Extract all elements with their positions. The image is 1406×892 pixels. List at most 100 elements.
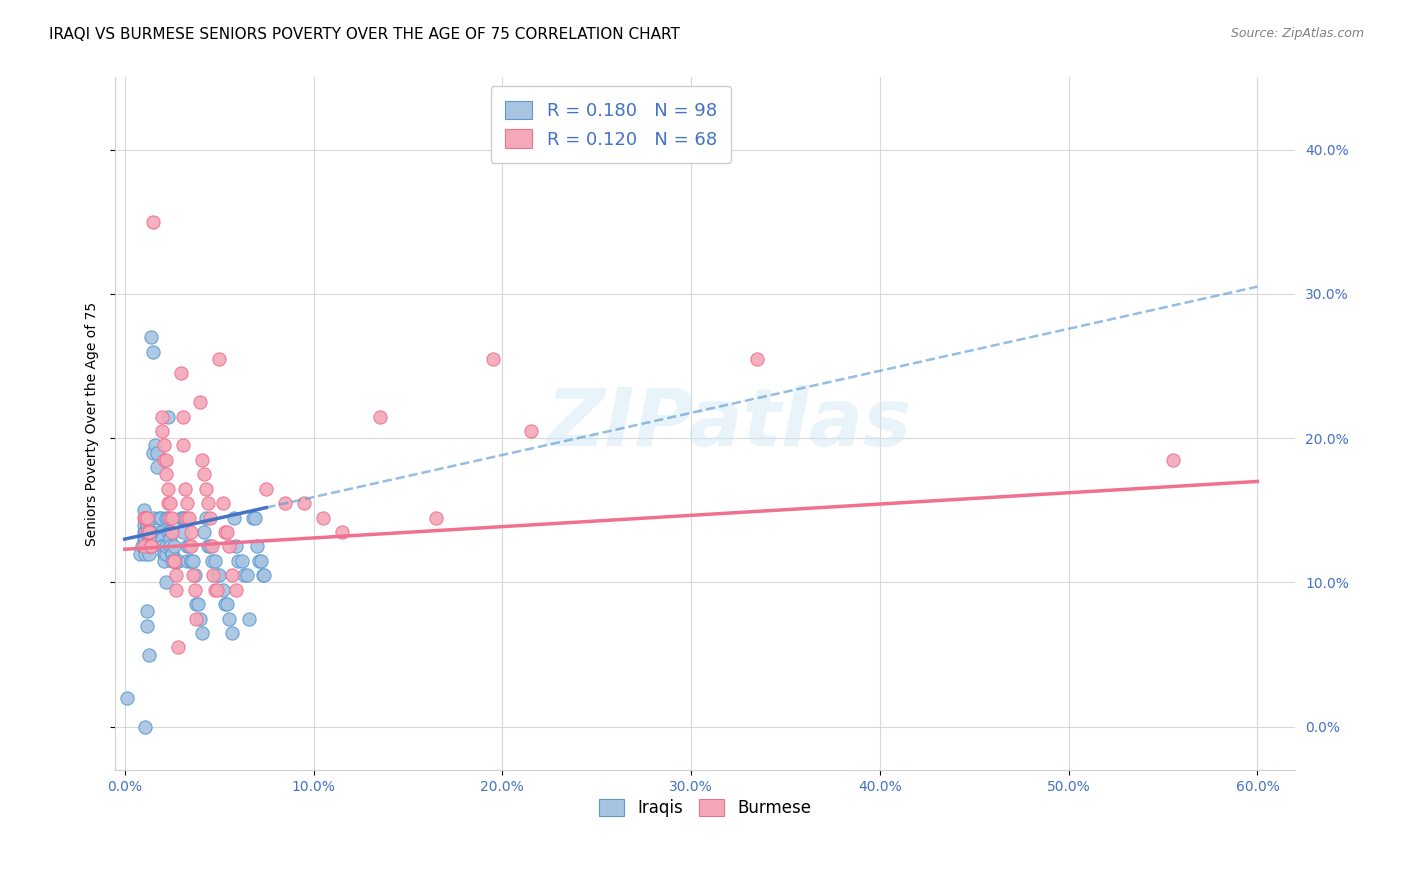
Point [134, 532, 156, 546]
Point [132, 532, 155, 546]
Point [254, 482, 277, 496]
Point [482, 351, 505, 366]
Point [226, 554, 249, 568]
Point [142, 215, 165, 229]
Point [132, 524, 155, 539]
Point [519, 424, 541, 438]
Point [188, 611, 211, 625]
Point [243, 510, 266, 524]
Point [153, 554, 176, 568]
Point [197, 540, 219, 554]
Point [166, 554, 188, 568]
Point [198, 510, 221, 524]
Point [138, 540, 160, 554]
Point [212, 496, 235, 510]
Point [139, 540, 162, 554]
Point [155, 540, 177, 554]
Point [160, 524, 183, 539]
Point [242, 510, 264, 524]
Point [132, 503, 155, 517]
Point [215, 524, 238, 539]
Text: Source: ZipAtlas.com: Source: ZipAtlas.com [1230, 27, 1364, 40]
Point [149, 510, 172, 524]
Point [160, 547, 183, 561]
Point [215, 597, 238, 611]
Point [152, 540, 174, 554]
Point [152, 409, 174, 424]
Y-axis label: Seniors Poverty Over the Age of 75: Seniors Poverty Over the Age of 75 [86, 301, 100, 546]
Point [142, 445, 165, 459]
Legend: Iraqis, Burmese: Iraqis, Burmese [592, 792, 818, 824]
Point [252, 568, 274, 582]
Point [142, 344, 165, 359]
Point [218, 540, 240, 554]
Point [176, 540, 198, 554]
Point [194, 510, 217, 524]
Point [208, 568, 231, 582]
Point [136, 517, 159, 532]
Text: ZIPatlas: ZIPatlas [547, 384, 911, 463]
Point [155, 467, 177, 482]
Point [172, 524, 194, 539]
Point [142, 510, 165, 524]
Point [214, 524, 236, 539]
Point [152, 540, 174, 554]
Point [1161, 452, 1184, 467]
Point [134, 524, 156, 539]
Point [157, 524, 180, 539]
Point [312, 510, 335, 524]
Point [139, 330, 162, 344]
Point [165, 568, 187, 582]
Point [153, 438, 176, 452]
Point [134, 510, 156, 524]
Point [136, 524, 159, 539]
Point [224, 510, 246, 524]
Point [155, 510, 177, 524]
Point [172, 409, 194, 424]
Point [200, 554, 222, 568]
Point [176, 554, 198, 568]
Point [274, 496, 297, 510]
Point [176, 496, 198, 510]
Point [138, 648, 160, 662]
Point [148, 524, 170, 539]
Point [136, 604, 159, 618]
Point [225, 582, 247, 597]
Point [160, 547, 183, 561]
Point [160, 510, 183, 524]
Point [191, 452, 214, 467]
Point [165, 582, 187, 597]
Point [368, 409, 391, 424]
Point [155, 452, 177, 467]
Point [249, 554, 271, 568]
Point [181, 568, 204, 582]
Point [330, 524, 353, 539]
Point [176, 510, 198, 524]
Point [205, 582, 228, 597]
Point [146, 460, 169, 475]
Point [193, 524, 215, 539]
Point [188, 395, 211, 409]
Point [115, 690, 138, 705]
Point [136, 510, 159, 524]
Point [166, 640, 188, 655]
Point [132, 510, 155, 524]
Point [205, 568, 228, 582]
Point [212, 582, 235, 597]
Point [187, 597, 209, 611]
Point [159, 510, 181, 524]
Point [132, 540, 155, 554]
Point [166, 554, 188, 568]
Point [221, 568, 243, 582]
Point [138, 532, 160, 546]
Point [425, 510, 447, 524]
Point [159, 540, 181, 554]
Point [180, 524, 202, 539]
Point [153, 547, 176, 561]
Point [225, 540, 247, 554]
Point [159, 496, 181, 510]
Point [221, 626, 243, 640]
Point [153, 547, 176, 561]
Point [131, 540, 153, 554]
Point [238, 611, 260, 625]
